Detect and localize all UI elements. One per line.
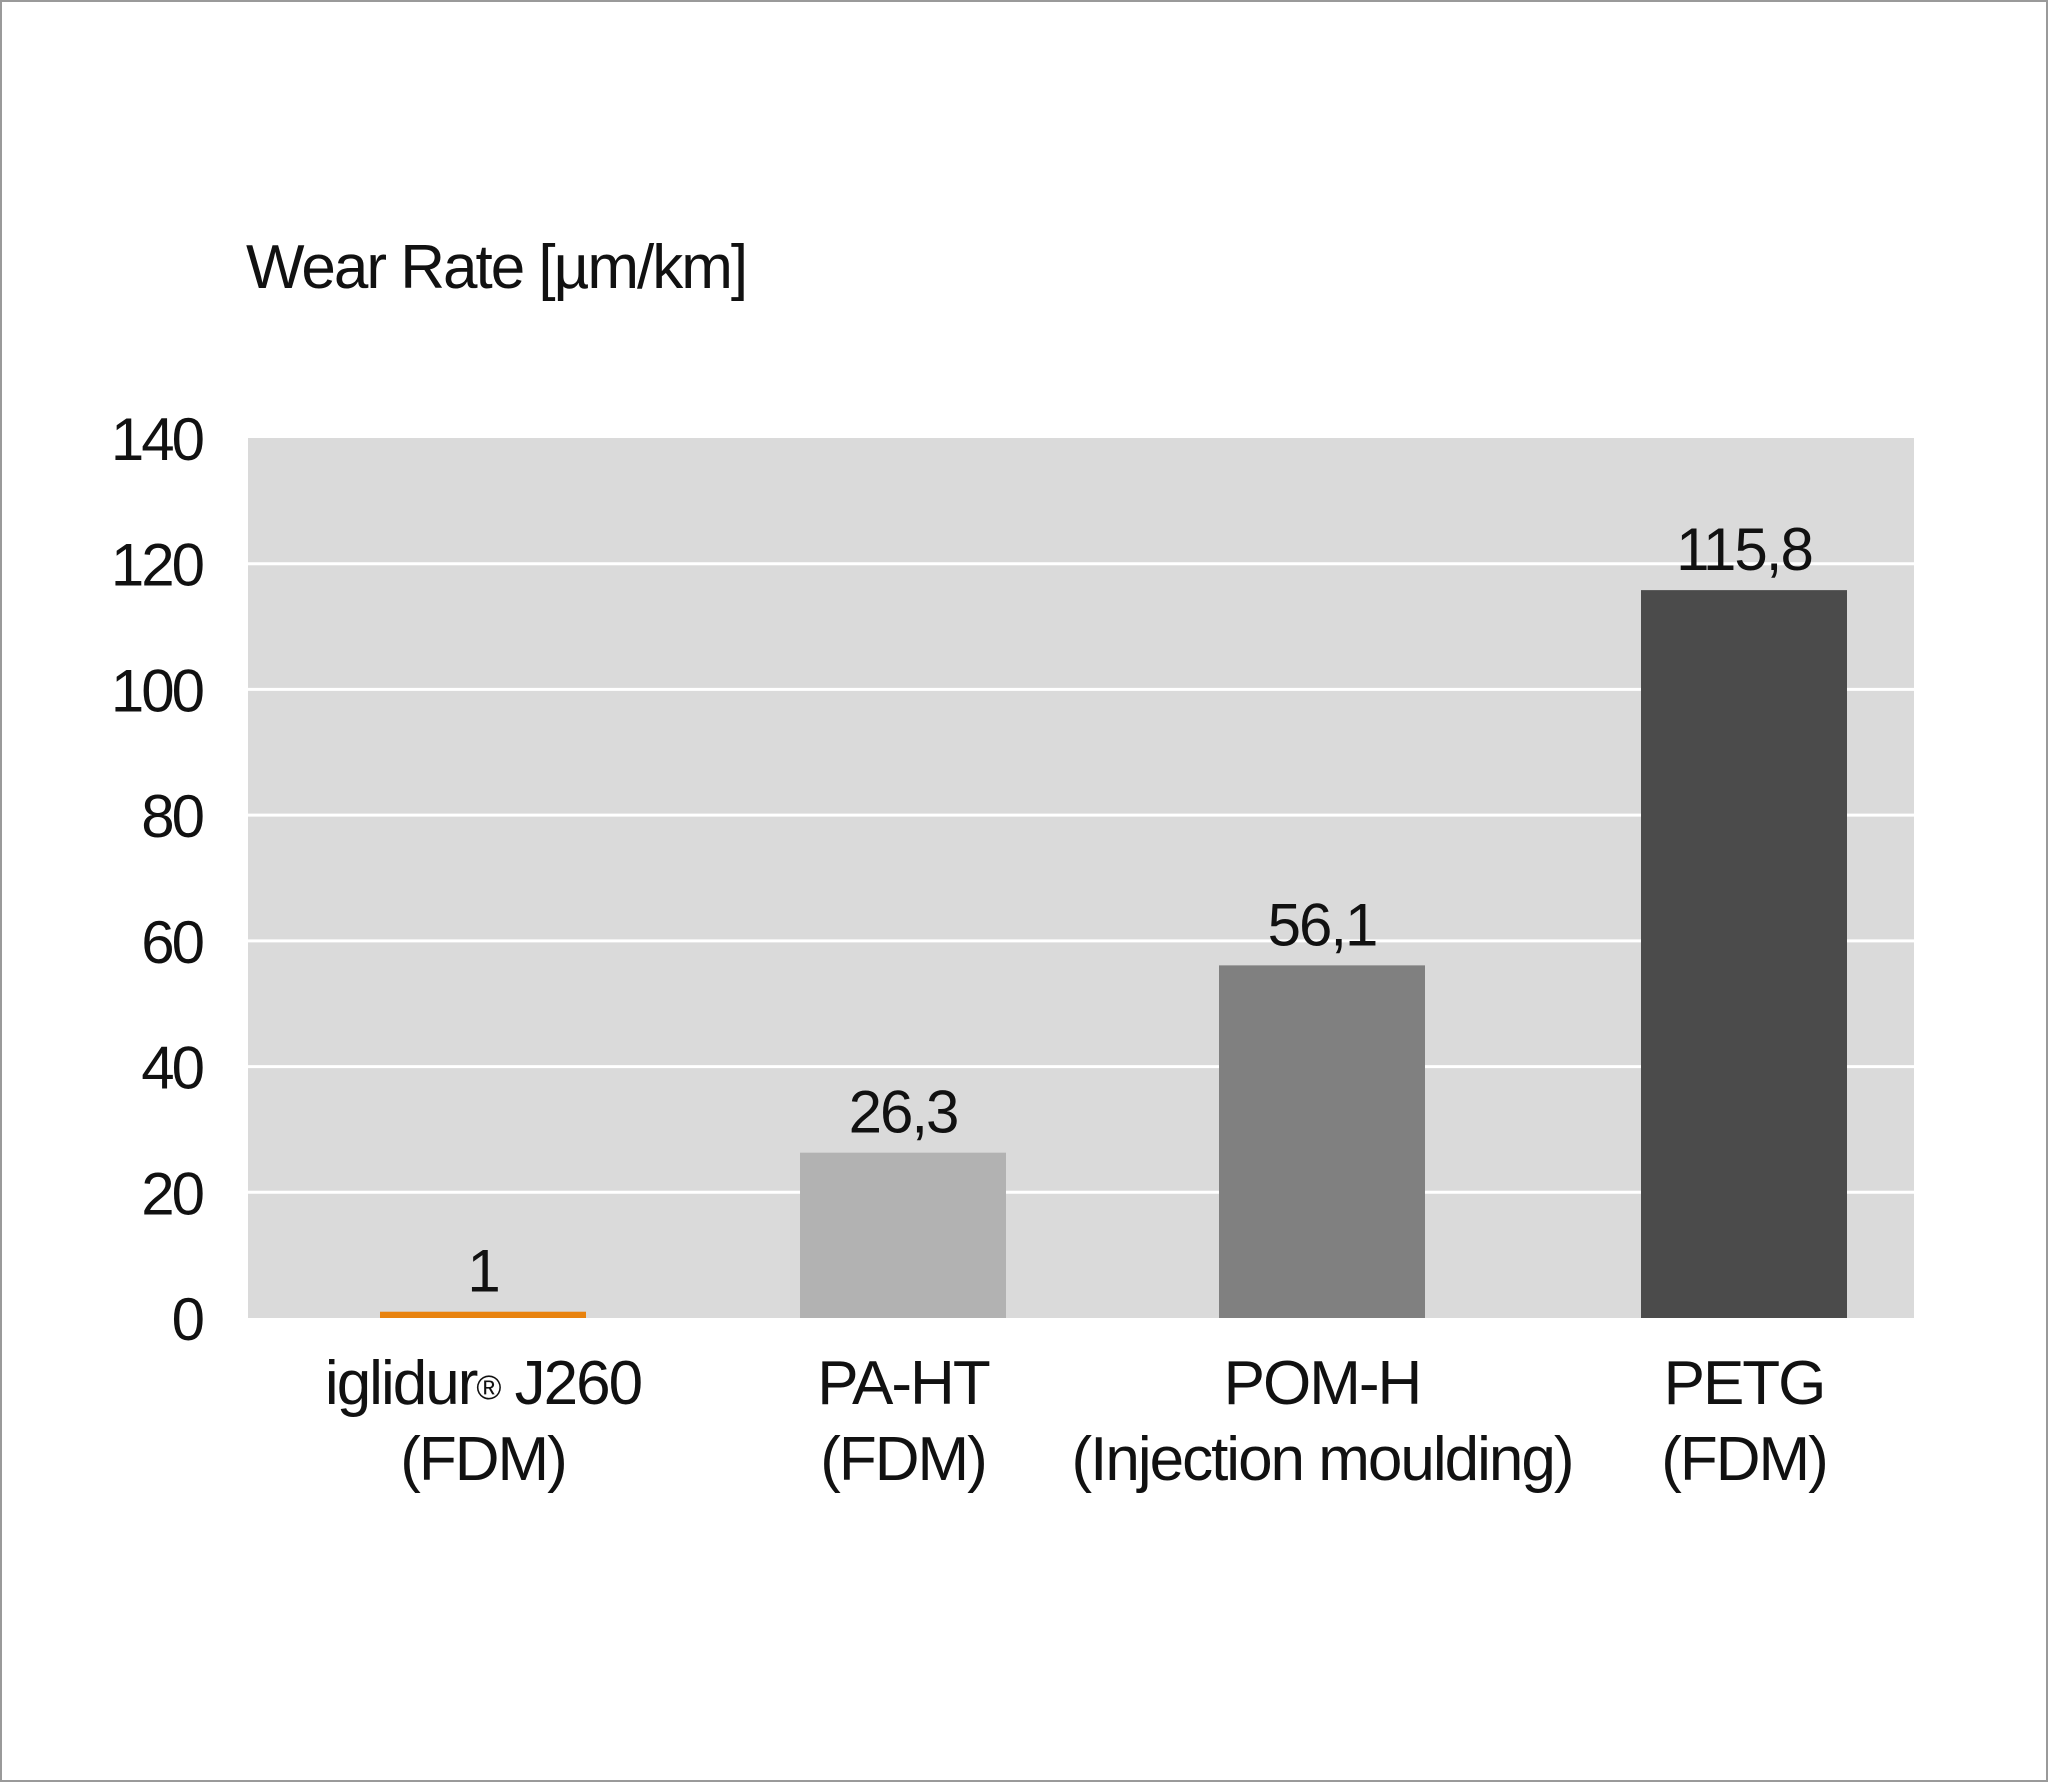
bar-value-label: 115,8 [1676, 516, 1812, 583]
category-name: PA-HT [817, 1349, 990, 1418]
plot-area [248, 438, 1914, 1318]
y-tick-label: 40 [141, 1035, 203, 1102]
y-axis-label: Wear Rate [µm/km] [246, 233, 748, 302]
x-category-label: POM-H (Injection moulding) [1032, 1346, 1612, 1498]
x-category-label: PETG (FDM) [1454, 1346, 2034, 1498]
y-tick-label: 0 [172, 1286, 204, 1353]
y-tick-label: 20 [141, 1160, 203, 1227]
y-tick-label: 140 [111, 406, 204, 473]
bar [1641, 590, 1847, 1318]
x-category-label: PA-HT (FDM) [613, 1346, 1193, 1498]
bar-value-label: 26,3 [849, 1079, 958, 1146]
category-name: POM-H [1223, 1349, 1423, 1418]
category-subtitle: (FDM) [820, 1425, 988, 1494]
bar-value-label: 1 [467, 1238, 498, 1305]
y-tick-label: 120 [111, 532, 204, 599]
y-tick-label: 100 [111, 657, 204, 724]
category-subtitle: (FDM) [1661, 1425, 1829, 1494]
bar [1219, 965, 1425, 1318]
category-subtitle: (Injection moulding) [1071, 1425, 1574, 1494]
bar-value-label: 56,1 [1268, 891, 1377, 958]
registered-mark: ® [476, 1369, 501, 1407]
y-tick-label: 60 [141, 909, 203, 976]
category-subtitle: (FDM) [400, 1425, 568, 1494]
x-category-label: iglidur® J260 (FDM) [193, 1346, 773, 1498]
y-tick-label: 80 [141, 783, 203, 850]
category-name: PETG [1663, 1349, 1827, 1418]
bar [800, 1152, 1006, 1318]
category-name: iglidur® J260 [324, 1349, 643, 1418]
bar [380, 1311, 586, 1318]
